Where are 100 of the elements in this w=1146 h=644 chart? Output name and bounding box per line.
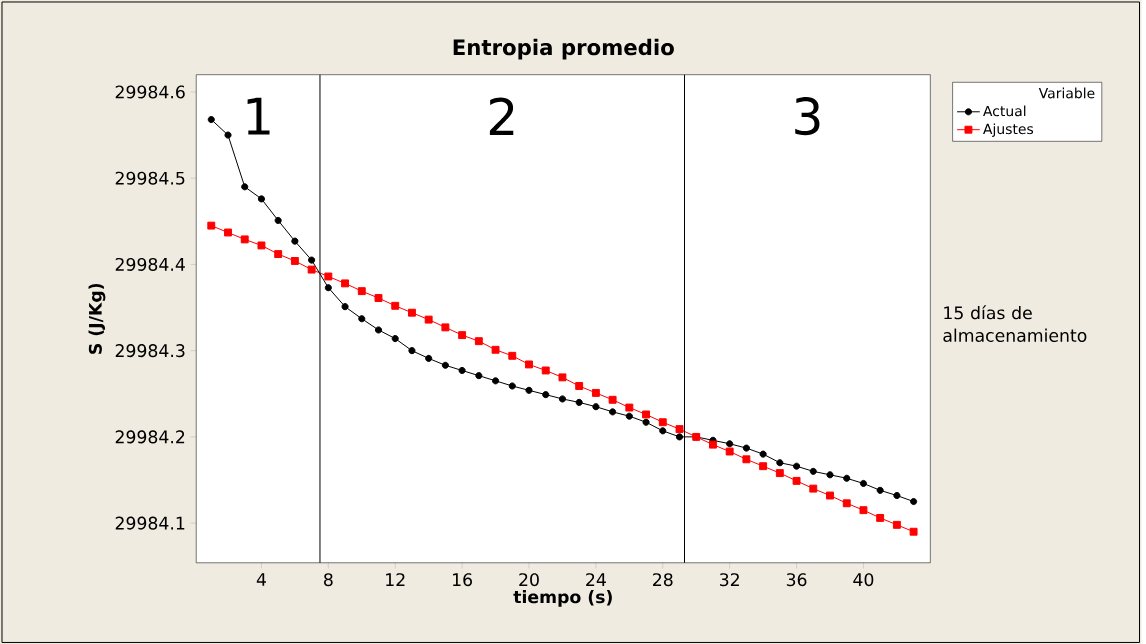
- point: [241, 183, 249, 191]
- point: [558, 395, 566, 403]
- point: [274, 249, 283, 258]
- point: [257, 241, 266, 250]
- point: [240, 235, 249, 244]
- point: [458, 330, 467, 339]
- x-tick-label: 28: [653, 572, 673, 586]
- point: [809, 467, 817, 475]
- point: [224, 131, 232, 139]
- point: [675, 433, 684, 441]
- point: [843, 474, 851, 482]
- point: [776, 458, 784, 467]
- point: [558, 373, 567, 382]
- point: [625, 412, 633, 420]
- chart-title: Entropia promedio: [453, 38, 674, 60]
- annotation: 1: [247, 97, 270, 135]
- point: [793, 462, 801, 470]
- annotation: 2: [489, 97, 514, 135]
- point: [474, 336, 483, 345]
- point: [407, 308, 416, 317]
- point: [759, 462, 768, 470]
- point: [358, 314, 366, 323]
- point: [525, 360, 533, 369]
- y-tick-label: 29984.1: [115, 516, 185, 530]
- point: [893, 491, 901, 499]
- point: [441, 323, 450, 332]
- point: [357, 286, 366, 295]
- point: [775, 468, 784, 477]
- point: [759, 450, 767, 458]
- point: [274, 216, 282, 224]
- point: [826, 491, 834, 500]
- point: [742, 455, 751, 464]
- point: [910, 497, 918, 505]
- y-tick-label: 29984.4: [115, 257, 185, 271]
- x-tick-label: 24: [586, 572, 606, 586]
- point: [290, 256, 299, 265]
- point: [307, 265, 316, 274]
- legend-title: Variable: [1038, 87, 1095, 99]
- point: [374, 326, 383, 334]
- point: [592, 402, 600, 411]
- y-axis-title: S (J/Kg): [88, 283, 106, 354]
- point: [425, 354, 433, 362]
- point: [324, 283, 332, 292]
- point: [391, 301, 400, 310]
- point: [876, 513, 885, 522]
- point: [642, 418, 650, 426]
- point: [608, 395, 617, 404]
- point: [859, 506, 868, 514]
- x-tick-label: 8: [324, 572, 333, 586]
- x-tick-label: 32: [719, 572, 739, 586]
- point: [391, 334, 399, 342]
- point: [374, 293, 383, 302]
- point: [458, 366, 466, 374]
- x-tick-label: 12: [386, 572, 405, 586]
- point: [291, 237, 299, 245]
- legend-label: Actual: [983, 105, 1026, 117]
- point: [892, 520, 901, 529]
- point: [508, 382, 516, 390]
- point: [708, 440, 717, 449]
- point: [224, 228, 232, 237]
- point: [658, 418, 667, 426]
- legend-label: Ajustes: [983, 123, 1034, 137]
- point: [826, 471, 834, 479]
- point: [324, 272, 333, 281]
- y-tick-label: 29984.6: [115, 85, 185, 99]
- point: [475, 371, 483, 379]
- point: [792, 476, 801, 485]
- point: [508, 351, 517, 360]
- point: [424, 315, 433, 324]
- point: [257, 195, 265, 203]
- point: [675, 424, 684, 433]
- x-tick-label: 16: [453, 572, 472, 586]
- point: [575, 381, 584, 390]
- point: [492, 377, 500, 385]
- point: [725, 447, 734, 456]
- point: [909, 527, 918, 536]
- annotation: 3: [795, 96, 820, 136]
- point: [542, 390, 550, 398]
- point: [575, 398, 583, 406]
- point: [591, 388, 600, 397]
- point: [491, 345, 500, 354]
- point: [625, 403, 634, 412]
- point: [341, 302, 349, 310]
- point: [525, 386, 533, 394]
- point: [441, 361, 449, 369]
- x-tick-label: 4: [256, 572, 266, 586]
- point: [609, 408, 617, 416]
- x-tick-label: 40: [853, 572, 874, 586]
- point: [876, 486, 884, 494]
- point: [809, 484, 818, 493]
- point: [207, 221, 216, 230]
- point: [308, 256, 316, 264]
- y-tick-label: 29984.3: [115, 343, 185, 357]
- point: [726, 440, 734, 448]
- point: [742, 444, 750, 452]
- point: [408, 346, 416, 354]
- x-tick-label: 36: [786, 572, 807, 586]
- x-axis-title: tiempo (s): [513, 589, 612, 607]
- point: [642, 410, 651, 419]
- y-tick-label: 29984.5: [115, 171, 185, 185]
